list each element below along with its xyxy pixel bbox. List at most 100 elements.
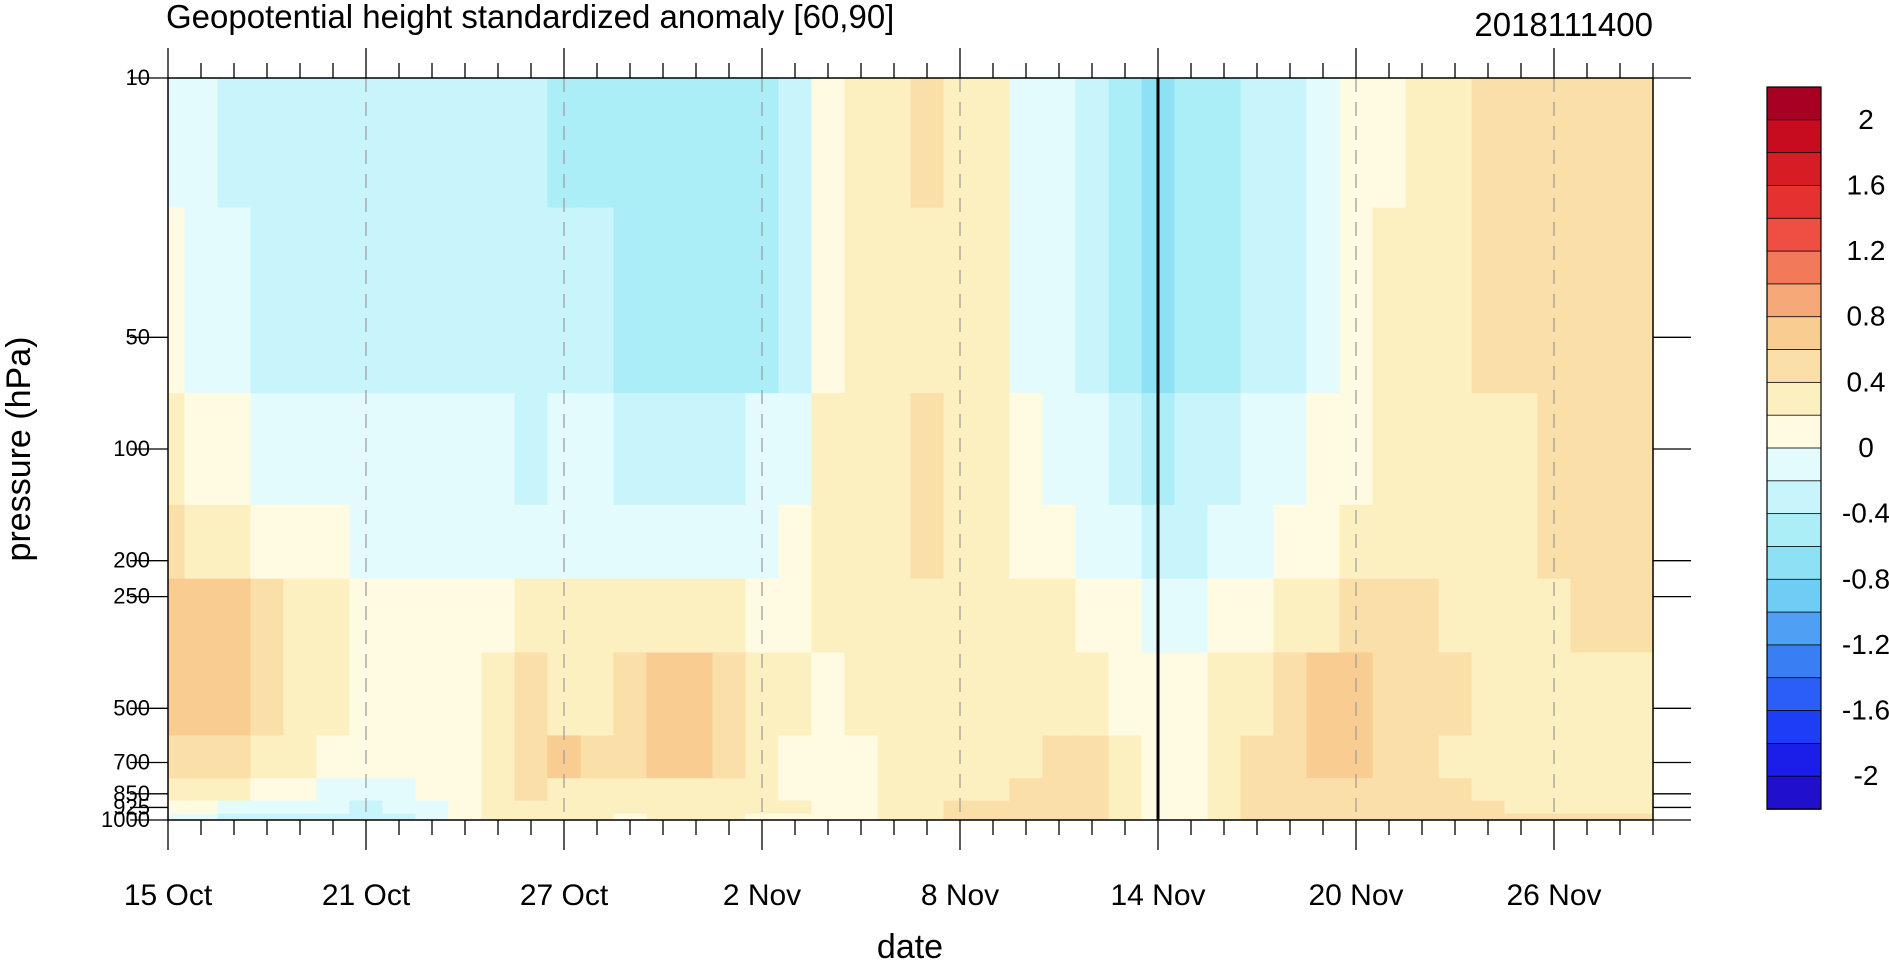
heatmap-cell [382, 800, 417, 815]
heatmap-cell [877, 800, 912, 815]
x-tick-label: 26 Nov [1506, 879, 1601, 912]
heatmap-cell [283, 393, 318, 506]
heatmap-cell [168, 813, 186, 820]
heatmap-cell [679, 207, 714, 394]
heatmap-cell [382, 735, 417, 779]
heatmap-cell [1042, 652, 1077, 737]
heatmap-cell [745, 78, 780, 209]
heatmap-cell [778, 393, 813, 506]
heatmap-cell [1471, 813, 1506, 820]
colorbar-swatch [1766, 86, 1822, 121]
y-tick-label: 850 [113, 781, 150, 806]
heatmap-cell [646, 800, 681, 815]
heatmap-cell [1603, 778, 1638, 802]
heatmap-cell [712, 578, 747, 654]
heatmap-cell [580, 207, 615, 394]
heatmap-cell [481, 778, 516, 802]
heatmap-cell [217, 652, 252, 737]
heatmap-cell [580, 800, 615, 815]
heatmap-cell [250, 78, 285, 209]
heatmap-cell [646, 78, 681, 209]
heatmap-cell [1273, 393, 1308, 506]
heatmap-cell [1405, 504, 1440, 580]
heatmap-cell [168, 78, 186, 209]
heatmap-cell [316, 78, 351, 209]
heatmap-cell [1372, 393, 1407, 506]
colorbar-label: -0.8 [1842, 563, 1889, 594]
heatmap-cell [250, 800, 285, 815]
heatmap-cell [1240, 504, 1275, 580]
y-tick-label: 500 [113, 695, 150, 720]
y-axis-label: pressure (hPa) [0, 337, 38, 562]
heatmap-cell [448, 652, 483, 737]
heatmap-cell [1009, 207, 1044, 394]
heatmap-cell [1438, 778, 1473, 802]
heatmap-cell [250, 504, 285, 580]
heatmap-cell [184, 207, 219, 394]
heatmap-cell [1174, 78, 1209, 209]
heatmap-cell [415, 735, 450, 779]
colorbar-swatch [1766, 381, 1822, 416]
heatmap-cell [250, 578, 285, 654]
heatmap-cell [910, 735, 945, 779]
heatmap-cell [679, 813, 714, 820]
heatmap-cell [1207, 652, 1242, 737]
heatmap-cell [448, 735, 483, 779]
heatmap-cell [613, 652, 648, 737]
heatmap-cell [316, 578, 351, 654]
heatmap-cell [415, 800, 450, 815]
heatmap-cell [168, 735, 186, 779]
heatmap-cell [1438, 504, 1473, 580]
heatmap-cell [976, 78, 1011, 209]
heatmap-cell [168, 578, 186, 654]
heatmap-cell [1372, 78, 1407, 209]
heatmap-cell [1603, 78, 1638, 209]
heatmap-cell [1009, 504, 1044, 580]
heatmap-cell [415, 813, 450, 820]
heatmap-cell [778, 735, 813, 779]
heatmap-cell [844, 735, 879, 779]
heatmap-cell [217, 393, 252, 506]
heatmap-cell [1174, 393, 1209, 506]
heatmap-cell [1339, 813, 1374, 820]
heatmap-cell [1537, 778, 1572, 802]
heatmap-cell [1306, 652, 1341, 737]
heatmap-cell [316, 207, 351, 394]
heatmap-cell [1471, 652, 1506, 737]
heatmap-cell [184, 78, 219, 209]
heatmap-cell [1273, 207, 1308, 394]
heatmap-cell [1042, 578, 1077, 654]
heatmap-cell [1339, 78, 1374, 209]
y-tick-label: 200 [113, 548, 150, 573]
heatmap-cell [1174, 504, 1209, 580]
chart-title: Geopotential height standardized anomaly… [166, 0, 894, 35]
heatmap-cell [283, 652, 318, 737]
heatmap-cell [580, 504, 615, 580]
heatmap-cell [1570, 393, 1605, 506]
heatmap-cell [712, 207, 747, 394]
heatmap-cell [316, 735, 351, 779]
colorbar-label: -2 [1854, 760, 1879, 791]
heatmap-cell [448, 778, 483, 802]
heatmap-cell [976, 735, 1011, 779]
heatmap-cell [283, 813, 318, 820]
colorbar: 2 1.6 1.2 0.8 0.4 0 -0.4 -0.8 -1.2 -1.6 -2 [1766, 86, 1889, 810]
heatmap-cell [1636, 735, 1653, 779]
heatmap-cell [1471, 800, 1506, 815]
heatmap-cell [976, 813, 1011, 820]
heatmap-cell [1471, 207, 1506, 394]
colorbar-label: 1.6 [1847, 169, 1886, 200]
heatmap-cell [283, 800, 318, 815]
heatmap-cell [1438, 578, 1473, 654]
heatmap-cell [1009, 393, 1044, 506]
heatmap-cell [745, 778, 780, 802]
heatmap-cell [316, 652, 351, 737]
heatmap-cell [283, 78, 318, 209]
heatmap-cell [1075, 207, 1110, 394]
heatmap-cell [1603, 735, 1638, 779]
heatmap-cell [613, 578, 648, 654]
heatmap-cell [877, 578, 912, 654]
heatmap-cell [646, 813, 681, 820]
heatmap-cell [1570, 778, 1605, 802]
